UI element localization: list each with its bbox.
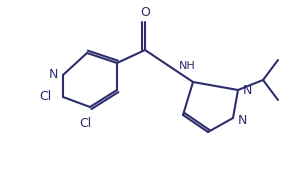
Text: O: O: [140, 6, 150, 19]
Text: N: N: [238, 115, 247, 127]
Text: N: N: [49, 68, 58, 81]
Text: Cl: Cl: [39, 90, 51, 104]
Text: NH: NH: [179, 61, 196, 71]
Text: N: N: [243, 84, 252, 96]
Text: Cl: Cl: [79, 117, 91, 130]
